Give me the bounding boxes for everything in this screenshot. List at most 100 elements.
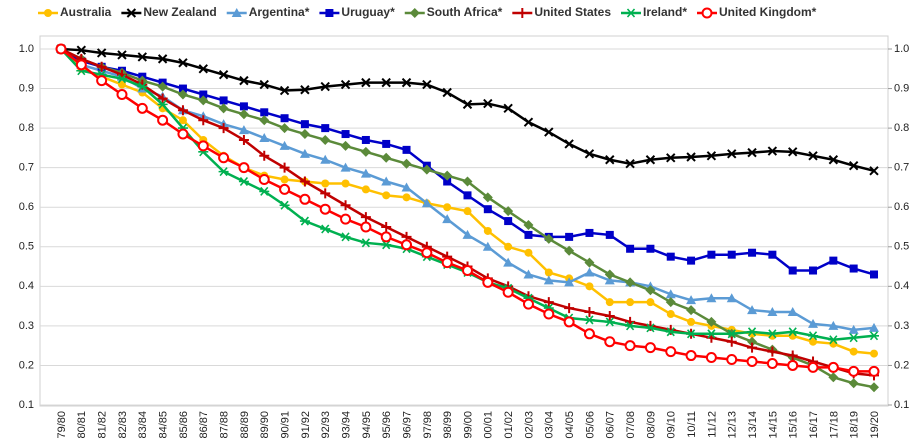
marker: [787, 147, 798, 157]
marker: [727, 149, 737, 159]
marker: [585, 228, 594, 237]
marker: [563, 316, 575, 328]
marker: [279, 183, 291, 195]
x-tick-label: 89/90: [259, 411, 271, 439]
marker: [808, 331, 819, 341]
marker: [870, 270, 878, 279]
marker: [75, 59, 87, 71]
marker: [605, 230, 614, 239]
marker: [421, 198, 432, 208]
marker: [482, 276, 494, 288]
x-tick-label: 79/80: [56, 411, 68, 439]
marker: [747, 342, 758, 353]
marker: [583, 328, 595, 340]
marker: [462, 99, 473, 110]
marker: [401, 239, 413, 251]
marker: [409, 8, 420, 18]
x-tick-label: 08/09: [645, 411, 657, 439]
marker: [319, 203, 331, 215]
y2-tick-label: 0.6: [894, 201, 909, 213]
marker: [361, 185, 370, 194]
marker: [239, 102, 248, 111]
marker: [258, 174, 270, 186]
marker: [320, 134, 331, 145]
plot-frame: [39, 35, 889, 407]
marker: [300, 120, 309, 129]
marker: [320, 154, 331, 164]
marker: [807, 361, 819, 373]
y2-tick-label: 0.9: [894, 82, 909, 94]
marker: [503, 257, 514, 267]
marker: [848, 324, 859, 334]
marker: [788, 266, 797, 275]
marker: [543, 233, 554, 244]
x-tick-label: 04/05: [564, 411, 576, 439]
marker: [401, 77, 412, 88]
marker: [869, 322, 879, 332]
y2-tick-label: 0.7: [894, 162, 909, 174]
marker: [299, 176, 310, 187]
x-tick-label: 85/86: [178, 411, 190, 439]
marker: [198, 64, 208, 74]
marker: [117, 50, 127, 60]
marker: [787, 327, 798, 337]
marker: [584, 267, 595, 277]
marker: [522, 298, 534, 310]
marker: [523, 220, 534, 231]
marker: [727, 250, 736, 259]
y-tick-label: 0.9: [19, 82, 34, 94]
marker: [381, 152, 392, 163]
marker: [442, 87, 452, 98]
x-tick-label: 82/83: [117, 411, 129, 439]
x-tick-label: 81/82: [97, 411, 109, 439]
x-tick-label: 11/12: [706, 411, 718, 438]
y-tick-label: 0.3: [19, 320, 34, 332]
marker: [482, 192, 493, 203]
x-tick-label: 80/81: [76, 411, 88, 439]
marker: [726, 329, 737, 339]
series: [56, 44, 879, 393]
marker: [809, 337, 818, 346]
x-tick-label: 13/14: [747, 411, 759, 439]
x-tick-label: 06/07: [605, 411, 617, 439]
marker: [325, 9, 334, 17]
marker: [808, 151, 818, 161]
marker: [604, 311, 615, 321]
x-tick-label: 83/84: [137, 411, 149, 439]
marker: [382, 191, 391, 200]
marker: [259, 115, 270, 126]
y2-tick-label: 0.4: [894, 280, 909, 292]
marker: [604, 275, 615, 285]
marker: [746, 355, 758, 367]
marker: [705, 352, 717, 364]
marker: [503, 206, 514, 217]
marker: [701, 7, 713, 19]
marker: [116, 88, 128, 100]
marker: [665, 327, 676, 337]
marker: [199, 90, 208, 99]
x-tick-label: 15/16: [788, 411, 800, 439]
x-tick-label: 01/02: [503, 411, 515, 439]
x-tick-label: 07/08: [625, 411, 637, 439]
marker: [231, 8, 242, 17]
marker: [198, 95, 209, 106]
marker: [402, 193, 411, 202]
marker: [767, 346, 778, 357]
marker: [401, 158, 412, 169]
marker: [565, 232, 574, 241]
marker: [665, 297, 676, 308]
marker: [157, 99, 168, 109]
legend-label: Argentina*: [249, 5, 310, 19]
marker: [340, 162, 351, 172]
marker: [259, 186, 270, 196]
marker: [869, 166, 879, 176]
marker: [483, 205, 492, 214]
marker: [828, 372, 839, 383]
y-tick-label: 0.4: [19, 280, 34, 292]
marker: [421, 247, 433, 259]
marker: [360, 221, 372, 233]
marker: [848, 365, 860, 377]
y-tick-label: 0.8: [19, 122, 34, 134]
marker: [219, 96, 228, 105]
marker: [341, 179, 350, 188]
